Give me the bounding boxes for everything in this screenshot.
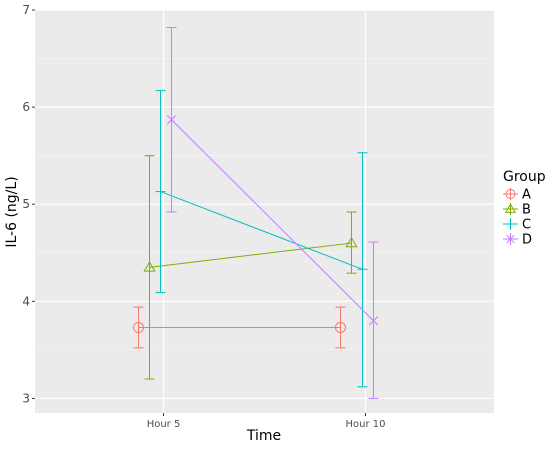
series-d — [166, 26, 379, 399]
legend-label: C — [522, 218, 531, 233]
cross-marker — [166, 115, 177, 125]
series-line — [171, 119, 374, 322]
y-tick-label: 6 — [22, 100, 30, 114]
series-a — [133, 306, 346, 349]
x-axis-title: Time — [246, 428, 281, 444]
grid-lines — [35, 9, 494, 413]
series-line — [149, 242, 352, 268]
cross-marker — [506, 234, 515, 244]
error-bar — [133, 306, 144, 349]
error-bar — [335, 306, 346, 349]
triangle-marker — [143, 261, 156, 272]
legend-label: A — [522, 188, 531, 203]
legend-item-b: B — [503, 203, 531, 218]
series-line — [160, 191, 363, 270]
series-c — [155, 90, 368, 388]
series-b — [143, 155, 358, 380]
legend-item-a: A — [503, 188, 531, 203]
circle-marker — [334, 322, 346, 334]
cross-marker-b — [166, 115, 177, 125]
plus-marker — [357, 264, 368, 275]
legend-item-c: C — [503, 218, 531, 233]
plus-marker — [155, 186, 166, 197]
y-tick-label: 7 — [22, 3, 30, 17]
y-tick-label: 5 — [22, 197, 30, 211]
error-bar — [346, 211, 357, 274]
error-bar — [144, 155, 155, 380]
legend-label: D — [522, 233, 532, 248]
y-axis: 3 4 5 6 7 — [22, 3, 35, 405]
legend-item-d: D — [503, 233, 532, 248]
legend-title: Group — [503, 169, 546, 185]
x-tick-label: Hour 10 — [345, 419, 385, 430]
y-tick-label: 3 — [22, 391, 30, 405]
cross-marker — [368, 316, 379, 326]
circle-marker — [133, 322, 145, 334]
series-layer — [133, 26, 379, 399]
y-tick-label: 4 — [22, 294, 30, 308]
y-axis-title: IL-6 (ng/L) — [4, 176, 20, 247]
cross-marker-b — [506, 234, 515, 244]
x-axis: Hour 5 Hour 10 — [147, 413, 385, 430]
x-tick-label: Hour 5 — [147, 419, 181, 430]
legend-label: B — [522, 203, 531, 218]
cross-marker-b — [368, 316, 379, 326]
triangle-marker — [345, 236, 358, 248]
panel-background — [35, 10, 494, 413]
circle-marker — [505, 189, 516, 199]
plus-marker — [506, 219, 515, 229]
triangle-marker — [504, 203, 517, 213]
